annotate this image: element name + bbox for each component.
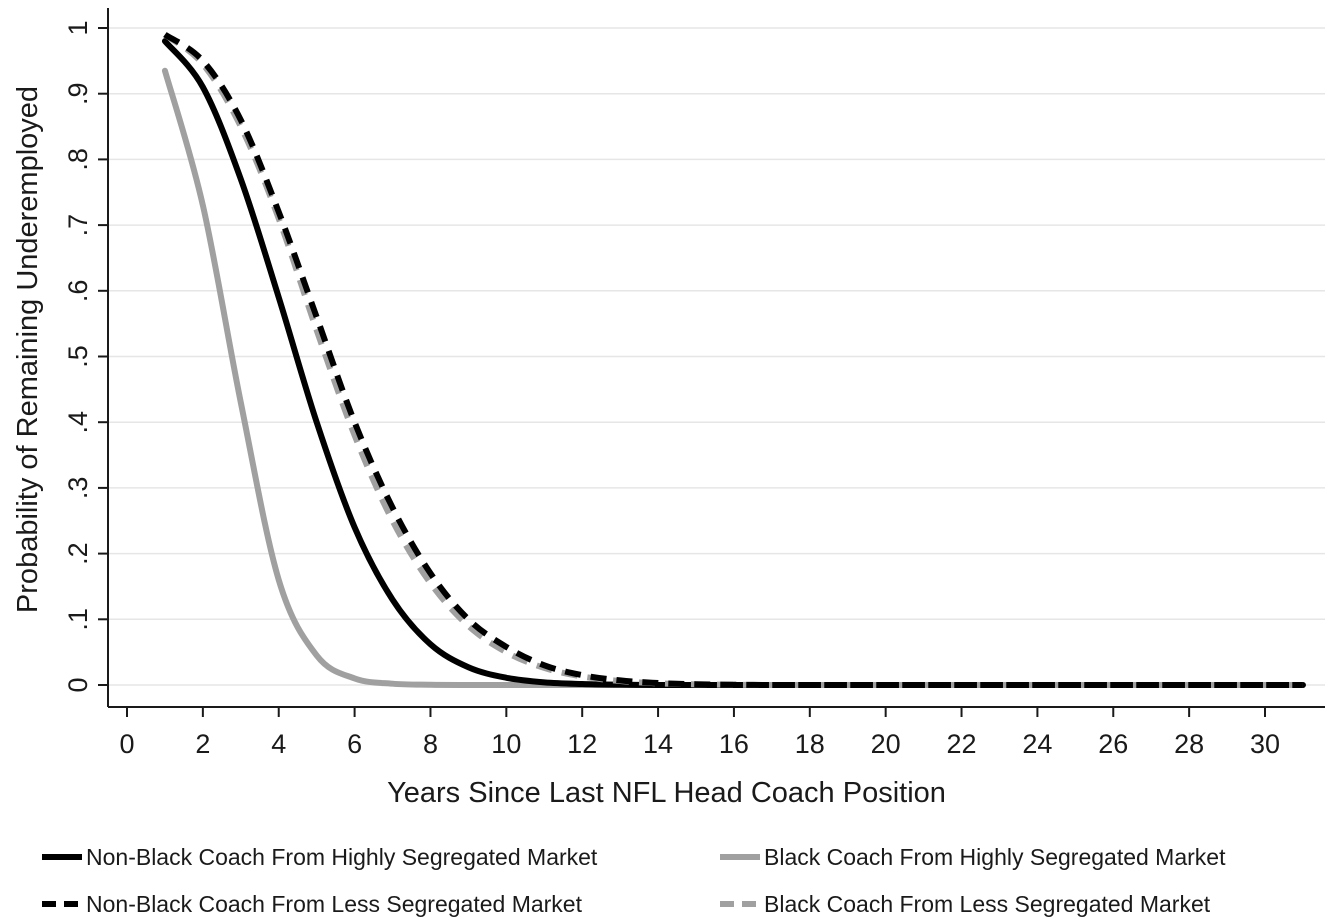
series-lines bbox=[161, 32, 1306, 689]
x-tick-label: 16 bbox=[719, 729, 749, 759]
x-tick-label: 24 bbox=[1022, 729, 1052, 759]
gridlines bbox=[108, 27, 1325, 686]
x-tick-label: 26 bbox=[1098, 729, 1128, 759]
x-tick-label: 12 bbox=[567, 729, 597, 759]
tick-labels: 0 2 4 6 8 10 12 14 16 18 20 22 24 26 28 300.1.2.3.4.5.6… bbox=[63, 20, 1280, 759]
x-tick-label: 8 bbox=[423, 729, 438, 759]
y-tick-label: .4 bbox=[63, 411, 93, 434]
y-tick-label: 0 bbox=[63, 677, 93, 692]
x-tick-label: 28 bbox=[1174, 729, 1204, 759]
y-axis-title: Probability of Remaining Underemployed bbox=[12, 86, 44, 613]
y-tick-label: 1 bbox=[63, 20, 93, 35]
y-tick-label: .1 bbox=[63, 608, 93, 631]
y-tick-label: .8 bbox=[63, 148, 93, 171]
y-tick-label: .5 bbox=[63, 345, 93, 368]
legend-label-black-coach-from-highly-segregated-market: Black Coach From Highly Segregated Marke… bbox=[764, 844, 1226, 870]
legend-label-non-black-coach-from-less-segregated-market: Non-Black Coach From Less Segregated Mar… bbox=[86, 891, 583, 917]
x-tick-label: 2 bbox=[195, 729, 210, 759]
x-tick-label: 0 bbox=[119, 729, 134, 759]
y-tick-label: .2 bbox=[63, 542, 93, 565]
y-tick-label: .3 bbox=[63, 477, 93, 500]
x-tick-label: 18 bbox=[795, 729, 825, 759]
legend: Non-Black Coach From Highly Segregated M… bbox=[42, 844, 1226, 917]
x-tick-label: 22 bbox=[947, 729, 977, 759]
x-tick-label: 30 bbox=[1250, 729, 1280, 759]
series-line-black-coach-from-less-segregated-market bbox=[163, 32, 1303, 689]
y-tick-label: .7 bbox=[63, 214, 93, 237]
legend-label-non-black-coach-from-highly-segregated-market: Non-Black Coach From Highly Segregated M… bbox=[86, 844, 598, 870]
y-tick-label: .9 bbox=[63, 82, 93, 105]
series-line-non-black-coach-from-less-segregated-market bbox=[163, 32, 1303, 689]
x-tick-label: 4 bbox=[271, 729, 286, 759]
x-axis-title: Years Since Last NFL Head Coach Position bbox=[387, 777, 946, 809]
x-tick-label: 20 bbox=[871, 729, 901, 759]
x-tick-label: 6 bbox=[347, 729, 362, 759]
x-tick-label: 14 bbox=[643, 729, 673, 759]
legend-label-black-coach-from-less-segregated-market: Black Coach From Less Segregated Market bbox=[764, 891, 1211, 917]
y-tick-label: .6 bbox=[63, 280, 93, 303]
x-tick-label: 10 bbox=[491, 729, 521, 759]
